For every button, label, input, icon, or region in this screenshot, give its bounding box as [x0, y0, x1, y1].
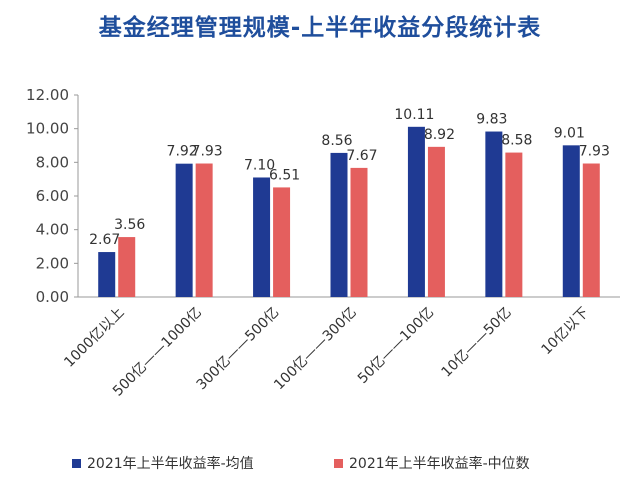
bar-mean [175, 163, 193, 297]
bar-median [505, 152, 523, 297]
x-tick-label: 10亿——50亿 [439, 305, 515, 381]
data-label-mean: 7.92 [167, 144, 198, 160]
y-tick-label: 0.00 [36, 288, 69, 306]
bar-median [273, 187, 291, 297]
data-label-median: 7.67 [346, 148, 377, 164]
legend-item-mean: 2021年上半年收益率-均值 [72, 453, 254, 473]
bar-mean [562, 145, 580, 297]
x-tick-label: 10亿以下 [538, 305, 592, 359]
bar-median [427, 146, 445, 297]
x-tick-label: 1000亿以上 [61, 305, 127, 371]
bar-mean [253, 177, 271, 297]
data-label-mean: 9.83 [476, 112, 507, 128]
bar-mean [330, 152, 348, 297]
legend-label-mean: 2021年上半年收益率-均值 [87, 456, 254, 472]
data-label-mean: 8.56 [321, 133, 352, 149]
legend: 2021年上半年收益率-均值 2021年上半年收益率-中位数 [0, 453, 640, 477]
y-tick-label: 12.00 [26, 86, 69, 104]
data-label-median: 6.51 [269, 167, 300, 183]
legend-item-median: 2021年上半年收益率-中位数 [334, 453, 530, 473]
bar-median [582, 163, 600, 297]
bar-mean [407, 126, 425, 297]
legend-swatch-median [334, 458, 343, 468]
data-label-median: 8.92 [424, 127, 455, 143]
bar-median [118, 237, 136, 297]
bar-median [350, 167, 368, 297]
y-tick-label: 4.00 [36, 221, 69, 239]
data-label-median: 7.93 [192, 144, 223, 160]
y-tick-label: 10.00 [26, 120, 69, 138]
data-label-median: 7.93 [579, 144, 610, 160]
x-tick-label: 100亿——300亿 [271, 305, 360, 394]
data-label-median: 3.56 [114, 217, 145, 233]
legend-swatch-mean [72, 458, 81, 468]
chart-title: 基金经理管理规模-上半年收益分段统计表 [98, 15, 542, 41]
y-tick-label: 2.00 [36, 254, 69, 272]
x-tick-label: 300亿——500亿 [194, 305, 283, 394]
legend-label-median: 2021年上半年收益率-中位数 [349, 456, 530, 472]
data-label-median: 8.58 [501, 133, 532, 149]
data-label-mean: 7.10 [244, 157, 275, 173]
bar-mean [98, 252, 116, 297]
data-label-mean: 9.01 [554, 125, 585, 141]
y-tick-label: 8.00 [36, 153, 69, 171]
x-tick-label: 50亿——100亿 [355, 305, 437, 387]
data-label-mean: 2.67 [89, 232, 120, 248]
y-tick-label: 6.00 [36, 187, 69, 205]
bar-median [195, 163, 213, 297]
data-label-mean: 10.11 [394, 107, 434, 123]
bar-mean [485, 131, 503, 297]
